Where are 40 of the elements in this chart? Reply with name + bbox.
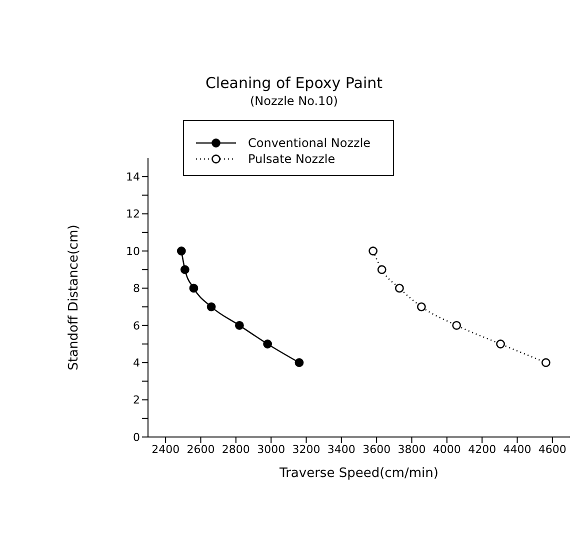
y-tick-label: 12: [126, 208, 140, 221]
y-tick-label: 0: [133, 430, 140, 444]
y-tick-label: 14: [126, 170, 140, 184]
chart-subtitle: (Nozzle No.10): [248, 94, 339, 108]
x-tick-label: 3200: [292, 442, 320, 456]
point: [452, 320, 462, 330]
y-tick-label: 4: [133, 356, 140, 370]
y-tick-label: 6: [133, 319, 140, 332]
x-axis-title: Traverse Speed(cm/min): [278, 466, 438, 481]
point: [206, 302, 216, 312]
x-tick-label: 3600: [362, 442, 391, 456]
x-tick-label: 4000: [432, 442, 461, 456]
point: [294, 358, 304, 368]
x-tick-label: 3400: [327, 442, 356, 456]
y-axis-title: Standoff Distance(cm): [66, 224, 82, 370]
point: [541, 358, 550, 368]
x-tick-label: 2600: [186, 442, 215, 456]
point: [189, 284, 198, 293]
point: [394, 284, 404, 293]
point: [416, 302, 426, 312]
point: [234, 320, 244, 330]
legend-label: Conventional Nozzle: [248, 135, 371, 151]
point: [176, 246, 186, 256]
x-tick-label: 2400: [152, 442, 180, 456]
x-tick-label: 4400: [503, 442, 532, 456]
point: [368, 246, 378, 256]
point: [180, 265, 190, 274]
y-tick-label: 8: [133, 282, 140, 296]
y-tick-label: 10: [126, 244, 140, 258]
chart-title: Cleaning of Epoxy Paint: [204, 74, 384, 92]
y-tick-label: 2: [133, 394, 140, 407]
x-tick-label: 4200: [468, 442, 496, 456]
x-tick-label: 3800: [398, 442, 426, 456]
point: [377, 265, 386, 274]
x-tick-label: 4600: [538, 442, 566, 456]
point: [263, 340, 272, 348]
x-tick-label: 2800: [222, 442, 250, 456]
legend-label: Pulsate Nozzle: [248, 151, 336, 167]
x-tick-label: 3000: [257, 442, 286, 456]
point: [496, 340, 505, 348]
